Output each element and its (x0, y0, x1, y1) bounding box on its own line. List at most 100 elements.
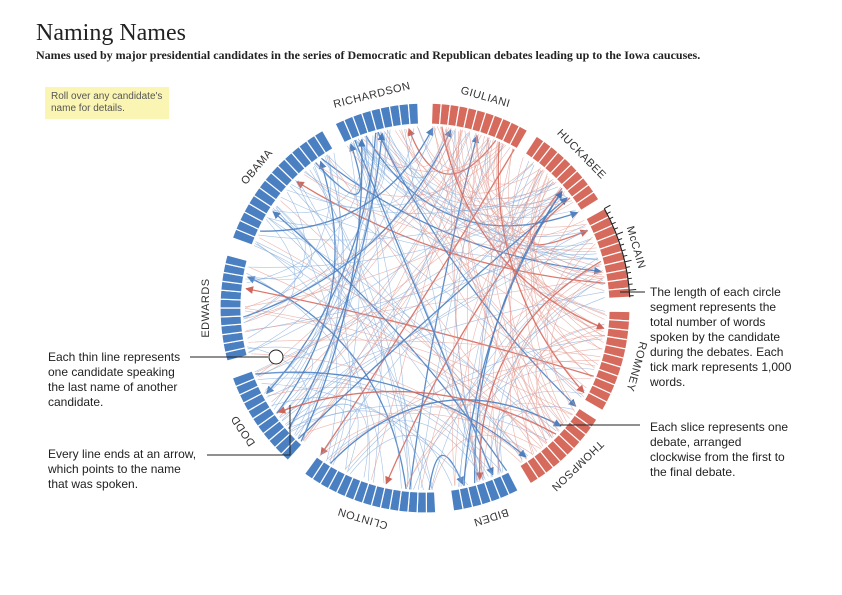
chord (247, 346, 313, 412)
chord (509, 170, 553, 439)
chord (302, 144, 505, 441)
chord (266, 291, 605, 398)
chord (267, 216, 552, 437)
chord (394, 130, 573, 208)
chord (407, 127, 497, 175)
chord (329, 399, 562, 464)
segment-slice (303, 456, 325, 480)
chord (486, 137, 551, 438)
tick-mark (604, 204, 611, 210)
chord (281, 133, 470, 421)
tick-mark (625, 266, 630, 268)
chord (313, 132, 386, 199)
segment-slice (219, 307, 242, 318)
chord (250, 353, 522, 463)
chord (461, 278, 603, 487)
chord (433, 126, 547, 442)
segment-slice (449, 488, 464, 512)
chord (300, 138, 366, 442)
marker-circle (268, 349, 284, 365)
hint: Roll over any candidate's name for detai… (45, 87, 169, 119)
candidate-name[interactable]: McCAIN (624, 225, 648, 271)
chord (243, 155, 332, 320)
tick-mark (616, 231, 624, 236)
chord (244, 308, 573, 415)
chord (533, 175, 604, 343)
chord (346, 338, 603, 473)
candidate-name[interactable]: BIDEN (472, 506, 510, 528)
subtitle: Names used by major presidential candida… (36, 48, 701, 62)
chord (304, 139, 490, 206)
segment-slice (231, 370, 256, 388)
chord (416, 126, 599, 261)
tick-mark (614, 227, 619, 230)
chord (305, 170, 586, 391)
chord (289, 185, 523, 460)
chord (527, 360, 596, 431)
segment-slice (407, 102, 420, 126)
annotation: Each slice represents one debate, arrang… (650, 420, 789, 479)
chord (257, 377, 494, 475)
chord (332, 134, 476, 466)
chord (275, 207, 338, 462)
chord (544, 270, 604, 389)
segment-slice (425, 491, 437, 514)
chord (353, 142, 486, 480)
candidate-name[interactable]: CLINTON (336, 505, 389, 531)
chord (256, 243, 370, 481)
chord (436, 126, 601, 268)
chord (451, 135, 485, 486)
candidate-name[interactable]: EDWARDS (200, 278, 212, 337)
segment-slice (607, 287, 631, 300)
chord (535, 328, 604, 444)
chord (280, 146, 511, 416)
chord (286, 186, 559, 214)
chord (291, 410, 453, 487)
leader-line (207, 405, 291, 456)
annotation: Every line ends at an arrow, which point… (48, 447, 197, 491)
chord (454, 170, 545, 486)
chord (271, 152, 340, 407)
chord (357, 138, 593, 247)
chord (500, 323, 605, 473)
segment-slice (575, 191, 600, 212)
chord (287, 404, 345, 465)
chord (273, 134, 378, 410)
candidate-name[interactable]: ROMNEY (623, 340, 648, 393)
chord (245, 127, 452, 323)
chord (285, 403, 369, 478)
chord (385, 132, 585, 398)
tick-mark (627, 277, 632, 280)
chord (266, 155, 343, 395)
chord (309, 169, 412, 490)
chord (475, 133, 540, 185)
chord (246, 272, 385, 484)
chord (459, 129, 604, 333)
chord (245, 131, 470, 319)
chord (358, 140, 493, 478)
segment-slice (224, 254, 249, 269)
chord (244, 238, 592, 333)
chord (479, 148, 514, 479)
chord (404, 129, 479, 483)
tick-arc (603, 208, 631, 298)
chord (364, 136, 577, 219)
chord (247, 219, 296, 339)
chord (261, 383, 469, 486)
candidate-name[interactable]: GIULIANI (459, 85, 511, 111)
segment-slice (416, 491, 428, 514)
chord (248, 339, 601, 357)
chord (475, 260, 602, 481)
chord (260, 127, 434, 232)
tick-mark (609, 216, 614, 220)
title: Naming Names (36, 20, 186, 46)
chord (350, 141, 588, 238)
tick-mark (626, 271, 632, 274)
tick-mark (618, 238, 623, 241)
chord (294, 135, 374, 436)
chord (247, 346, 310, 441)
segment-slice (313, 129, 334, 154)
chord (375, 132, 602, 273)
chord (432, 434, 534, 488)
